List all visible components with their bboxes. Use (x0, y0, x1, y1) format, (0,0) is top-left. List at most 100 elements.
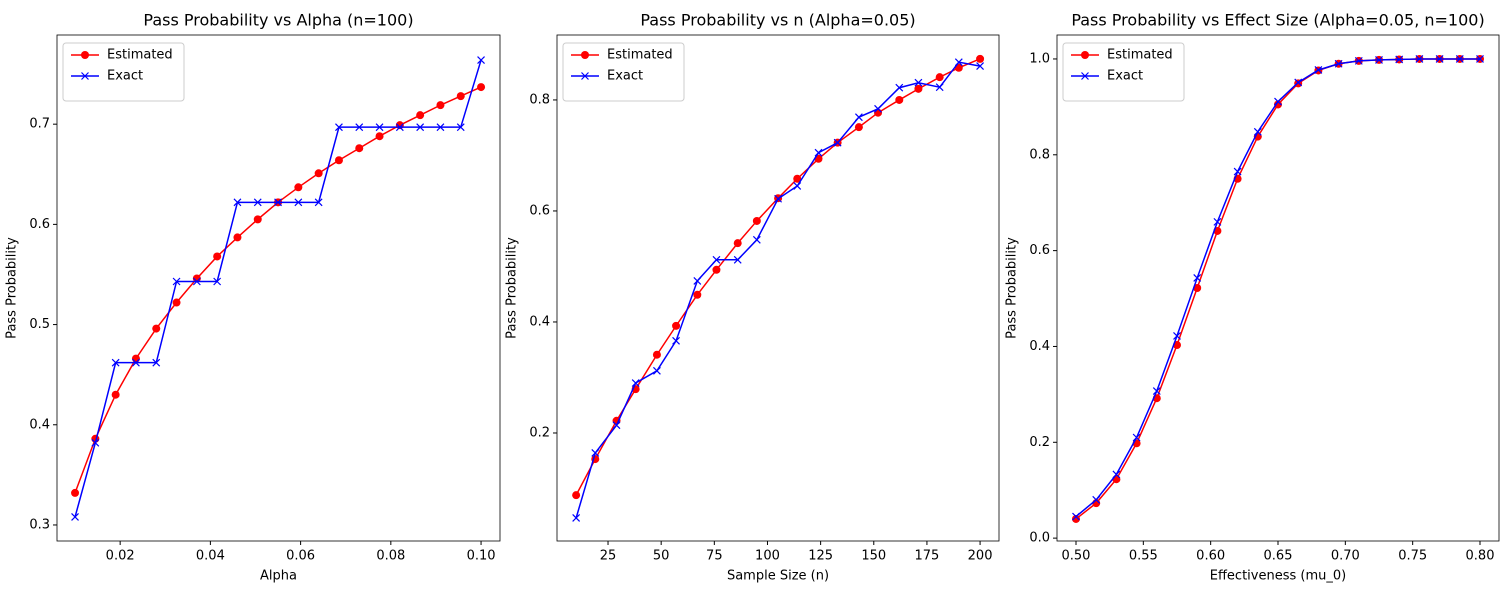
marker (152, 358, 161, 367)
marker (914, 84, 923, 93)
marker (914, 78, 923, 87)
legend-box (62, 42, 185, 102)
subplot: 0.50 0.55 0.60 0.65 0.70 0.75 0.80 0.0 0.2 0.4 0.6… (1005, 11, 1500, 584)
legend-label: Estimated (1107, 48, 1173, 63)
marker (672, 336, 680, 345)
marker (1435, 55, 1444, 63)
marker (1354, 56, 1363, 65)
marker (213, 252, 222, 261)
marker (456, 92, 465, 101)
legend-label: Exact (1107, 69, 1143, 84)
x-axis-label: Sample Size (n) (727, 569, 829, 584)
y-axis-label: Pass Probability (1005, 237, 1020, 339)
marker (395, 123, 404, 132)
marker (192, 277, 201, 286)
marker (477, 56, 485, 64)
legend-box (1062, 42, 1185, 102)
marker (1152, 387, 1161, 395)
marker (335, 123, 343, 132)
chart-title: Pass Probability vs Effect Size (Alpha=0… (1071, 11, 1484, 30)
y-tick-label: 0.2 (1029, 435, 1050, 450)
marker (253, 215, 262, 224)
subplot: 0.02 0.04 0.06 0.08 0.10 0.3 0.4 0.5 0.6 0.7 Pass … (5, 11, 501, 584)
x-tick-label: 75 (706, 549, 723, 564)
marker (111, 358, 120, 367)
marker (152, 324, 161, 333)
marker (1233, 167, 1242, 176)
marker (213, 277, 222, 286)
marker (416, 111, 425, 120)
x-tick-label: 0.50 (1062, 549, 1091, 564)
marker (132, 358, 140, 367)
x-tick-label: 0.55 (1129, 549, 1158, 564)
marker (1314, 66, 1323, 74)
marker (652, 366, 661, 375)
legend-marker (581, 72, 589, 80)
y-tick-label: 0.5 (29, 317, 50, 332)
x-tick-label: 150 (861, 549, 886, 564)
chart-title: Pass Probability vs n (Alpha=0.05) (640, 11, 915, 30)
marker (172, 277, 181, 286)
legend-label: Exact (607, 69, 643, 84)
x-tick-label: 0.65 (1264, 549, 1293, 564)
marker (572, 491, 581, 500)
y-tick-label: 0.6 (29, 217, 50, 232)
marker (793, 182, 802, 190)
x-tick-label: 0.02 (106, 549, 135, 564)
marker (294, 183, 303, 192)
marker (733, 239, 742, 248)
marker (71, 488, 80, 497)
legend-label: Exact (107, 69, 143, 84)
y-tick-label: 0.8 (1029, 147, 1050, 162)
marker (895, 95, 904, 104)
marker (793, 174, 802, 183)
marker (774, 194, 783, 203)
marker (712, 255, 721, 264)
x-tick-label: 100 (755, 549, 780, 564)
y-tick-label: 0.6 (1029, 243, 1050, 258)
marker (874, 104, 882, 113)
marker (712, 265, 721, 274)
legend-label: Estimated (607, 48, 673, 63)
legend-marker (81, 51, 89, 59)
marker (233, 233, 242, 242)
marker (436, 123, 445, 132)
marker (1476, 55, 1484, 63)
plot-area (557, 35, 999, 541)
marker (294, 198, 303, 207)
axes-frame (556, 34, 1000, 542)
legend-box (562, 42, 685, 102)
x-tick-label: 0.08 (376, 549, 405, 564)
marker (1294, 78, 1303, 87)
marker (274, 198, 282, 207)
marker (355, 123, 364, 132)
marker (477, 83, 486, 92)
marker (1415, 55, 1424, 63)
axes-frame (56, 34, 501, 542)
y-axis-label: Pass Probability (5, 237, 20, 339)
marker (111, 390, 120, 399)
marker (416, 123, 425, 132)
marker (1173, 331, 1181, 340)
y-tick-label: 0.4 (29, 417, 50, 432)
legend-label: Estimated (107, 48, 173, 63)
marker (375, 132, 384, 141)
x-tick-label: 0.75 (1398, 549, 1427, 564)
plot-area (1057, 35, 1499, 541)
x-tick-label: 25 (600, 549, 617, 564)
marker (976, 62, 985, 71)
marker (976, 54, 985, 63)
marker (192, 274, 201, 283)
marker (895, 83, 904, 92)
marker (233, 198, 242, 207)
marker (652, 350, 661, 359)
marker (314, 169, 323, 178)
marker (253, 198, 262, 207)
marker (334, 156, 343, 165)
x-tick-label: 0.04 (196, 549, 225, 564)
marker (71, 513, 79, 521)
x-tick-label: 0.06 (286, 549, 315, 564)
x-tick-label: 125 (808, 549, 833, 564)
x-tick-label: 175 (915, 549, 940, 564)
marker (1375, 55, 1383, 64)
